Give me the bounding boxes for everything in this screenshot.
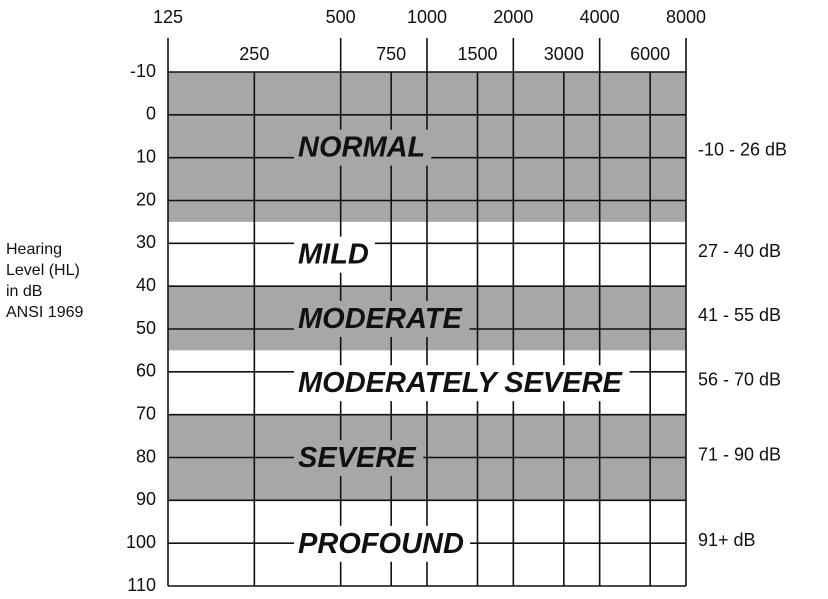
band-range: 41 - 55 dB — [698, 305, 781, 325]
band-label-background — [294, 300, 470, 337]
x-tick-label: 3000 — [544, 44, 584, 64]
band-range: 71 - 90 dB — [698, 444, 781, 464]
x-tick-label: 1000 — [407, 7, 447, 27]
y-tick-label: 20 — [136, 189, 156, 209]
band-labels: NORMAL MILD MODERATE MODERATELY SEVERE SEVER… — [294, 129, 630, 562]
y-tick-label: 100 — [126, 532, 156, 552]
band-label-background — [294, 236, 375, 273]
y-axis-label: in dB — [6, 283, 42, 300]
x-tick-label: 500 — [326, 7, 356, 27]
band-range: 91+ dB — [698, 530, 756, 550]
band-label: NORMAL — [298, 132, 425, 164]
band-label-background — [294, 129, 432, 166]
y-tick-label: 40 — [136, 275, 156, 295]
band-label: MODERATE — [298, 303, 463, 335]
y-tick-label: 10 — [136, 146, 156, 166]
band-range: 56 - 70 dB — [698, 369, 781, 389]
band-range: 27 - 40 dB — [698, 241, 781, 261]
band-label: MILD — [298, 239, 369, 271]
y-tick-label: 90 — [136, 489, 156, 509]
x-tick-label: 2000 — [493, 7, 533, 27]
y-tick-label: 60 — [136, 361, 156, 381]
y-tick-label: 30 — [136, 232, 156, 252]
y-tick-label: 80 — [136, 446, 156, 466]
y-tick-label: 70 — [136, 403, 156, 423]
band-label: MODERATELY SEVERE — [298, 367, 624, 399]
y-tick-label: 50 — [136, 318, 156, 338]
x-tick-label: 250 — [239, 44, 269, 64]
y-axis-label: Level (HL) — [6, 262, 80, 279]
band-label-background — [294, 440, 424, 477]
band-label-background — [294, 525, 470, 562]
y-tick-label: 110 — [127, 575, 156, 595]
y-axis-label: ANSI 1969 — [6, 304, 83, 321]
x-tick-label: 6000 — [630, 44, 670, 64]
x-tick-label: 8000 — [666, 7, 706, 27]
y-axis-label: Hearing — [6, 241, 62, 258]
y-tick-label: 0 — [146, 104, 156, 124]
x-tick-label: 4000 — [580, 7, 620, 27]
x-tick-label: 125 — [153, 7, 183, 27]
x-tick-label: 750 — [376, 44, 406, 64]
y-tick-label: -10 — [130, 61, 156, 81]
band-label: SEVERE — [298, 442, 417, 474]
band-label-background — [294, 365, 630, 402]
band-range: -10 - 26 dB — [698, 140, 787, 160]
band-label: PROFOUND — [298, 528, 464, 560]
x-tick-label: 1500 — [457, 44, 497, 64]
